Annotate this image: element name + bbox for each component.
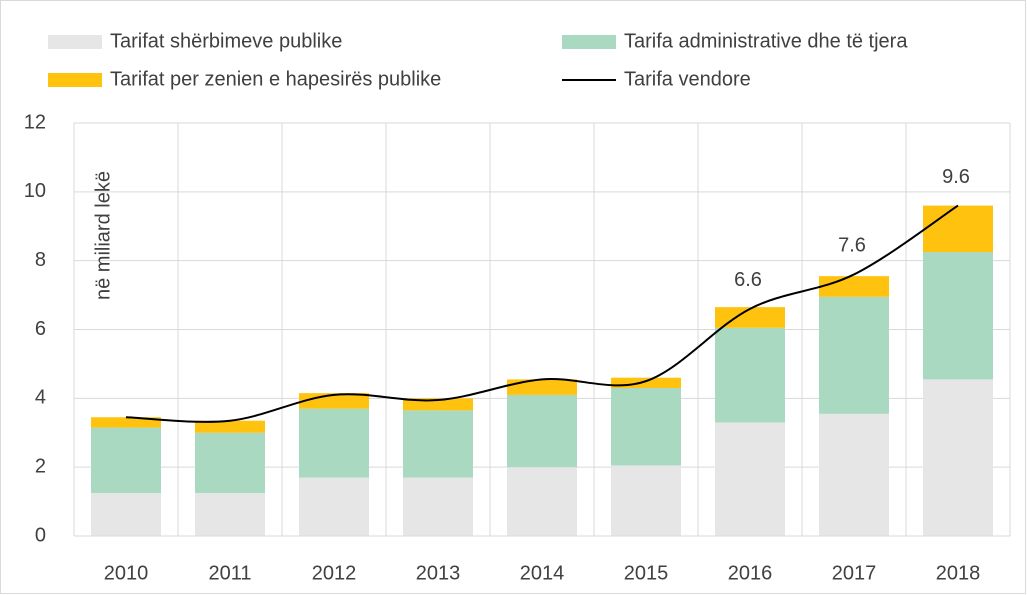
bar — [507, 394, 577, 468]
legend-label: Tarifat per zenien e hapesirës publike — [110, 68, 441, 90]
x-tick-label: 2014 — [520, 562, 565, 584]
y-tick-label: 6 — [35, 318, 46, 340]
y-tick-label: 8 — [35, 249, 46, 271]
legend-swatch — [48, 73, 102, 87]
bar — [403, 398, 473, 411]
bar — [195, 492, 265, 536]
x-tick-label: 2018 — [936, 562, 981, 584]
bar — [91, 492, 161, 536]
bar — [611, 388, 681, 466]
bar — [611, 465, 681, 536]
y-axis-label: në miliard lekë — [92, 171, 114, 300]
bar — [611, 377, 681, 389]
y-tick-label: 2 — [35, 455, 46, 477]
x-tick-label: 2016 — [728, 562, 773, 584]
x-tick-label: 2015 — [624, 562, 669, 584]
x-tick-label: 2011 — [208, 562, 251, 584]
x-tick-label: 2013 — [416, 562, 461, 584]
bar — [91, 417, 161, 428]
y-tick-label: 12 — [24, 111, 46, 133]
y-tick-label: 10 — [24, 180, 46, 202]
y-tick-label: 0 — [35, 524, 46, 546]
bar — [507, 467, 577, 536]
value-label: 6.6 — [734, 269, 762, 291]
bar — [715, 327, 785, 423]
bar — [91, 427, 161, 493]
bar — [923, 252, 993, 380]
value-label: 7.6 — [838, 235, 866, 257]
bar — [299, 408, 369, 478]
line — [125, 204, 959, 423]
bar — [403, 477, 473, 536]
bar — [819, 413, 889, 536]
x-tick-label: 2012 — [312, 562, 357, 584]
legend-swatch — [48, 35, 102, 49]
legend-label: Tarifa vendore — [624, 68, 751, 90]
bar — [715, 422, 785, 536]
bar — [923, 205, 993, 253]
value-label: 9.6 — [942, 166, 970, 188]
bar — [195, 420, 265, 433]
bar — [819, 296, 889, 414]
y-tick-label: 4 — [35, 387, 46, 409]
legend-label: Tarifat shërbimeve publike — [110, 30, 342, 52]
x-tick-label: 2010 — [104, 562, 149, 584]
legend-swatch — [562, 35, 616, 49]
bar — [195, 432, 265, 493]
bar — [819, 276, 889, 297]
bar — [403, 410, 473, 478]
bar — [299, 477, 369, 536]
legend-label: Tarifa administrative dhe të tjera — [624, 30, 908, 52]
bar — [507, 379, 577, 395]
bar — [923, 379, 993, 536]
bar — [715, 307, 785, 328]
x-tick-label: 2017 — [832, 562, 877, 584]
